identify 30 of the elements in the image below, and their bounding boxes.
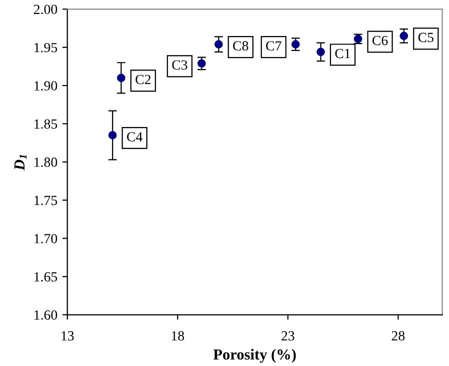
annotation: C1 [335,48,350,58]
annotation: C2 [136,74,150,84]
point [291,40,300,48]
y-tick-label: 1.90 [34,81,58,91]
point [197,59,206,68]
y-tick-label: 2.00 [34,4,58,14]
annotation: C7 [266,41,282,51]
annotation: C6 [372,36,388,46]
x-axis-title: Porosity (%) [213,348,296,363]
annotation: C5 [418,32,434,42]
y-tick-label: 1.95 [34,42,58,52]
point [108,131,117,140]
annotation: C3 [172,60,188,70]
point [316,48,325,56]
y-tick-label: 1.75 [34,196,58,206]
x-tick-label: 18 [172,331,184,341]
x-tick-label: 28 [392,331,405,341]
point [400,32,408,40]
point [214,40,223,48]
y-tick-label: 1.70 [34,234,58,244]
x-tick-label: 13 [62,331,74,341]
y-tick-label: 1.80 [34,158,58,167]
y-tick-label: 1.65 [34,272,58,282]
annotation: C4 [127,132,142,142]
y-axis-title: D$_{1}$ [14,155,27,171]
y-tick-label: 1.85 [34,119,58,129]
point [116,74,126,82]
y-tick-label: 1.60 [34,310,58,320]
x-tick-label: 23 [282,331,294,341]
annotation: C8 [233,41,248,51]
